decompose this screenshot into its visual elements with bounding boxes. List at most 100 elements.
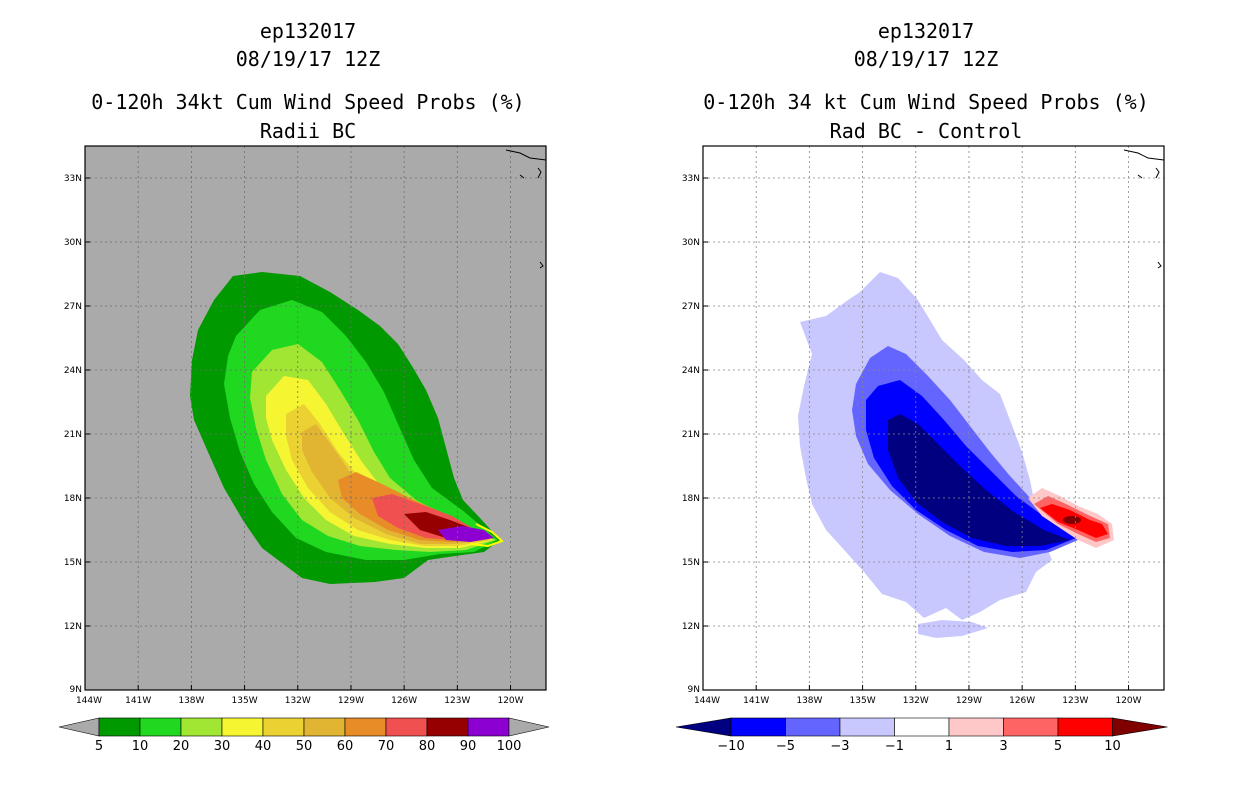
right-colorbar-label: 5 (1054, 739, 1062, 754)
right-colorbar-label: 3 (999, 739, 1007, 754)
right-y-tick-label: 15N (682, 558, 700, 568)
right-colorbar-box (839, 717, 895, 737)
left-x-tick-label: 126W (391, 696, 417, 706)
left-colorbar-label: 40 (255, 739, 272, 754)
right-colorbar-over-arrow (1112, 717, 1168, 737)
left-coastline (505, 149, 546, 269)
right-x-tick-label: 138W (796, 696, 822, 706)
left-colorbar-label: 5 (95, 739, 103, 754)
left-y-tick-label: 9N (70, 685, 82, 695)
left-y-tick-label: 15N (64, 558, 82, 568)
left-y-tick-label: 24N (64, 366, 82, 376)
left-colorbar-box (385, 717, 428, 737)
left-y-tick-label: 30N (64, 238, 82, 248)
right-colorbar-box (1057, 717, 1113, 737)
left-colorbar-over-arrow (508, 717, 550, 737)
left-map (85, 146, 546, 690)
left-colorbar-box (221, 717, 264, 737)
right-coastline (1123, 149, 1164, 269)
left-colorbar-label: 70 (378, 739, 395, 754)
right-colorbar-box (730, 717, 786, 737)
left-x-tick-label: 141W (125, 696, 151, 706)
right-colorbar-label: 1 (945, 739, 953, 754)
left-gridlines (85, 146, 546, 690)
right-storm-id: ep132017 (878, 19, 974, 43)
left-colorbar: 5 10 20 30 40 50 60 70 80 90 100 (58, 717, 550, 754)
right-colorbar-under-arrow (675, 717, 732, 737)
left-x-tick-label: 129W (338, 696, 364, 706)
right-contour-minus5 (866, 380, 1076, 552)
left-map-frame (84, 145, 547, 691)
left-x-tick-label: 138W (178, 696, 204, 706)
right-colorbar-box (785, 717, 841, 737)
left-colorbar-label: 90 (460, 739, 477, 754)
left-contour-30 (266, 376, 494, 548)
right-map (703, 146, 1164, 690)
right-y-tick-label: 33N (682, 174, 700, 184)
right-contour-minus1-isle (918, 620, 988, 638)
left-y-tick-label: 33N (64, 174, 82, 184)
left-x-tick-label: 123W (444, 696, 470, 706)
right-axis-ticks: 144W 141W 138W 135W 132W 129W 126W 123W 120W 9N 12… (682, 174, 1142, 706)
left-colorbar-label: 10 (132, 739, 149, 754)
left-colorbar-box (426, 717, 469, 737)
left-colorbar-label: 50 (296, 739, 313, 754)
right-x-tick-label: 120W (1115, 696, 1141, 706)
left-colorbar-box (467, 717, 510, 737)
right-colorbar-label: −5 (776, 739, 795, 754)
right-x-tick-label: 132W (903, 696, 929, 706)
left-contour-90 (438, 526, 494, 542)
right-contour-plus10 (1063, 516, 1081, 524)
right-colorbar-box (894, 717, 950, 737)
right-gridlines (703, 146, 1164, 690)
left-title: 0-120h 34kt Cum Wind Speed Probs (%) (91, 90, 524, 114)
left-x-tick-label: 144W (76, 696, 102, 706)
left-peak-outline (469, 523, 504, 548)
right-x-tick-label: 141W (743, 696, 769, 706)
left-colorbar-label: 100 (497, 739, 522, 754)
right-contour-minus10 (888, 414, 1070, 546)
right-x-tick-label: 126W (1009, 696, 1035, 706)
right-title: 0-120h 34 kt Cum Wind Speed Probs (%) (703, 90, 1149, 114)
left-colorbar-label: 20 (173, 739, 190, 754)
left-colorbar-box (344, 717, 387, 737)
left-colorbar-box (303, 717, 346, 737)
right-y-tick-label: 27N (682, 302, 700, 312)
right-y-tick-label: 9N (688, 685, 700, 695)
right-colorbar-label: −1 (885, 739, 904, 754)
right-colorbar-box (948, 717, 1004, 737)
right-x-tick-label: 144W (694, 696, 720, 706)
right-colorbar: −10 −5 −3 −1 1 3 5 10 (675, 717, 1168, 754)
right-y-tick-label: 24N (682, 366, 700, 376)
left-x-tick-label: 120W (497, 696, 523, 706)
right-y-tick-label: 30N (682, 238, 700, 248)
left-colorbar-box (180, 717, 223, 737)
right-x-tick-label: 129W (956, 696, 982, 706)
left-date: 08/19/17 12Z (236, 47, 381, 71)
right-x-tick-label: 123W (1062, 696, 1088, 706)
right-subtitle: Rad BC - Control (830, 119, 1023, 143)
left-x-tick-label: 132W (285, 696, 311, 706)
right-y-tick-label: 12N (682, 622, 700, 632)
left-colorbar-box (262, 717, 305, 737)
left-colorbar-under-arrow (58, 717, 100, 737)
left-y-tick-label: 27N (64, 302, 82, 312)
left-colorbar-box (98, 717, 141, 737)
left-colorbar-label: 30 (214, 739, 231, 754)
left-x-tick-label: 135W (232, 696, 258, 706)
right-colorbar-label: −3 (830, 739, 849, 754)
left-storm-id: ep132017 (260, 19, 356, 43)
left-axis-ticks: 144W 141W 138W 135W 132W 129W 126W 123W 120W 9N 12… (64, 174, 524, 706)
right-y-tick-label: 18N (682, 494, 700, 504)
right-colorbar-box (1003, 717, 1059, 737)
left-colorbar-box (139, 717, 182, 737)
right-colorbar-label: −10 (717, 739, 744, 754)
left-subtitle: Radii BC (260, 119, 356, 143)
right-colorbar-label: 10 (1104, 739, 1121, 754)
right-y-tick-label: 21N (682, 430, 700, 440)
left-colorbar-label: 80 (419, 739, 436, 754)
left-colorbar-label: 60 (337, 739, 354, 754)
left-y-tick-label: 18N (64, 494, 82, 504)
left-contour-40 (286, 404, 492, 546)
